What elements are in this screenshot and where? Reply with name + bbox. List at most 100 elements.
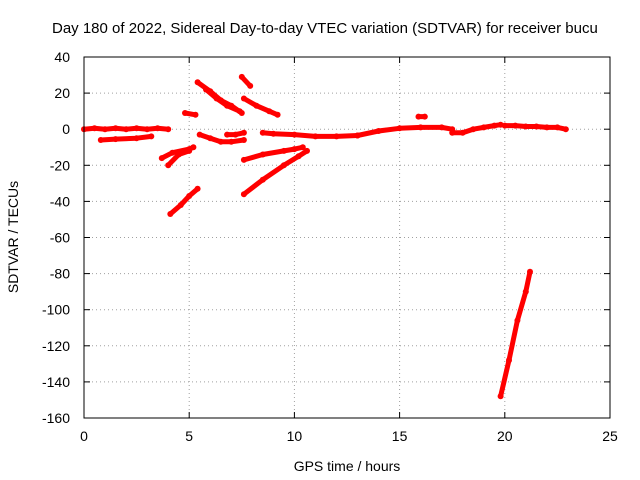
data-point [449,129,456,136]
data-point [543,124,550,131]
data-point [291,146,298,153]
data-point [240,191,247,198]
data-point [259,176,266,183]
data-point [396,125,403,132]
data-point [312,133,319,140]
chart-title: Day 180 of 2022, Sidereal Day-to-day VTE… [52,20,598,37]
y-tick-label: -120 [42,338,70,354]
y-tick-label: -40 [50,193,70,209]
data-point [203,86,209,93]
data-point [291,131,298,138]
series-track-baseline-b [97,133,155,143]
data-point [158,155,165,162]
y-axis-ticks: 40 20 0 -20 -40 -60 -80 -100 -120 -140 -160 [42,49,610,426]
data-point [280,147,287,154]
data-point [280,162,287,169]
data-point [190,144,197,151]
y-tick-label: -100 [42,302,70,318]
data-point [213,95,220,102]
data-point [167,211,174,217]
data-point [240,137,247,143]
data-point [97,137,104,143]
data-series [81,73,569,400]
data-point [165,162,172,169]
data-point [522,288,529,295]
data-point [438,124,445,131]
data-point [415,113,422,120]
y-tick-label: -80 [50,266,70,282]
data-point [491,122,498,129]
x-tick-label: 10 [287,428,303,444]
data-point [144,126,151,133]
data-point [354,132,361,139]
data-point [470,126,477,133]
x-tick-label: 20 [497,428,513,444]
data-point [480,124,487,131]
data-point [266,108,273,115]
series-track-5h-hi [182,110,199,118]
data-point [514,317,521,324]
data-point [240,156,247,163]
y-tick-label: 20 [54,85,70,101]
data-point [192,111,199,118]
x-axis-label: GPS time / hours [294,458,401,474]
data-point [91,125,98,132]
x-tick-label: 25 [602,428,618,444]
data-point [186,193,193,199]
data-point [522,123,529,130]
data-point [497,393,504,400]
data-point [207,135,214,142]
data-point [177,202,184,208]
data-point [240,129,247,136]
series-track-8h-rise [240,144,306,163]
series-track-16h [415,113,428,120]
data-point [501,122,508,129]
series-track-dip-4h [158,144,197,162]
data-point [133,135,140,142]
plot-frame [83,56,611,419]
data-point [112,125,119,132]
data-point [299,144,306,151]
data-point [238,73,245,80]
y-tick-label: -160 [42,410,70,426]
data-point [102,126,108,133]
data-point [459,129,466,136]
series-track-5h-mid [196,131,247,145]
y-tick-label: -140 [42,374,70,390]
data-point [224,131,231,138]
data-point [247,82,254,89]
data-point [194,79,201,86]
data-point [123,126,130,133]
data-point [240,95,247,102]
data-point [253,102,260,109]
data-point [562,126,569,133]
data-point [165,126,172,133]
series-track-baseline-a [81,125,172,133]
data-point [194,185,201,192]
data-point [236,108,243,115]
data-point [232,131,239,138]
series-track-dip-4h-b [165,147,193,169]
series-line [203,87,243,114]
data-point [333,133,340,140]
data-point [169,149,176,156]
data-point [175,151,182,158]
x-axis-ticks: 0 5 10 15 20 25 [80,57,618,444]
y-tick-label: 0 [62,121,70,137]
series-track-5h-desc-b [203,86,243,115]
data-point [148,133,155,140]
series-track-steep-20h [497,268,533,400]
series-line [260,130,360,139]
data-point [259,151,266,158]
data-point [506,357,512,364]
data-point [512,122,519,129]
grid-lines [84,57,610,418]
x-tick-label: 15 [392,428,408,444]
series-line [241,96,281,118]
series-track-7h-peak [238,73,254,89]
data-point [112,136,119,143]
series-line [167,186,201,217]
data-point [154,125,161,132]
series-track-8h-desc [240,95,281,118]
